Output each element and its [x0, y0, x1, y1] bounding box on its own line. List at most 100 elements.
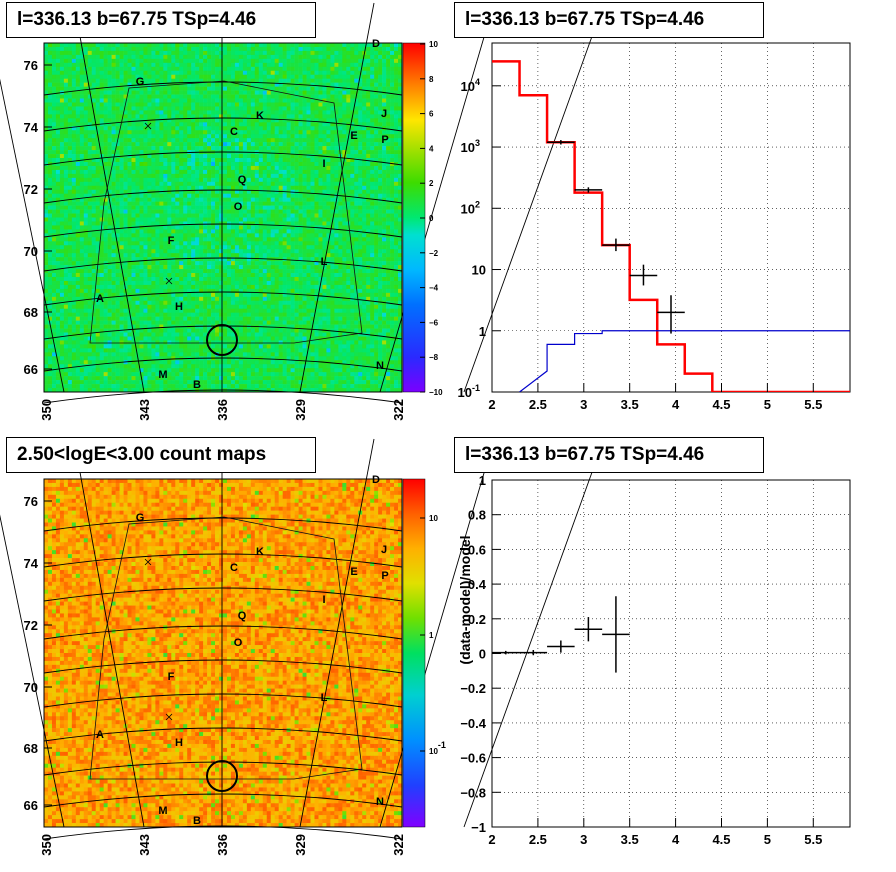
tl-pixel: [83, 43, 89, 48]
tl-pixel: [187, 185, 192, 191]
tl-pixel: [143, 221, 148, 226]
tl-pixel: [234, 257, 240, 262]
tl-pixel: [354, 154, 359, 159]
tl-pixel: [171, 154, 176, 159]
tl-pixel: [346, 189, 351, 195]
tl-pixel: [230, 94, 236, 99]
tl-pixel: [55, 185, 61, 191]
tl-pixel: [151, 98, 156, 103]
tl-pixel: [294, 154, 299, 159]
tl-pixel: [207, 102, 212, 107]
tl-pixel: [390, 221, 395, 226]
tl-pixel: [75, 150, 81, 155]
tl-pixel: [199, 161, 204, 167]
tl-pixel: [63, 142, 69, 147]
tl-pixel: [79, 241, 85, 246]
tl-pixel: [207, 165, 212, 171]
tl-pixel: [294, 233, 299, 238]
tl-pixel: [390, 181, 395, 187]
tl-pixel: [230, 46, 236, 52]
tl-pixel: [242, 106, 248, 111]
tl-pixel: [99, 86, 104, 91]
tl-pixel: [342, 197, 347, 202]
tl-pixel: [346, 142, 351, 147]
tl-pixel: [246, 62, 252, 68]
tl-pixel: [362, 98, 367, 103]
tl-pixel: [370, 114, 375, 119]
tl-pixel: [266, 90, 272, 95]
tl-pixel: [370, 181, 375, 187]
tl-pixel: [298, 173, 303, 179]
tl-pixel: [63, 86, 69, 91]
tl-pixel: [294, 245, 299, 250]
tl-pixel: [47, 130, 53, 135]
tl-pixel: [306, 46, 311, 52]
tl-pixel: [322, 138, 327, 143]
tl-pixel: [294, 43, 299, 48]
tl-pixel: [398, 138, 402, 143]
tl-pixel: [258, 110, 264, 115]
tl-pixel: [179, 114, 184, 119]
tl-pixel: [139, 102, 144, 107]
tl-pixel: [286, 249, 291, 254]
tl-pixel: [282, 185, 287, 191]
tl-pixel: [242, 173, 248, 179]
tl-pixel: [366, 150, 371, 155]
tl-pixel: [179, 118, 184, 123]
tl-pixel: [298, 146, 303, 151]
tl-pixel: [163, 134, 168, 139]
tl-pixel: [310, 185, 315, 191]
tl-pixel: [83, 110, 89, 115]
tl-pixel: [215, 98, 220, 103]
tl-pixel: [79, 245, 85, 250]
tl-pixel: [219, 229, 224, 234]
tl-pixel: [386, 58, 391, 64]
tl-pixel: [294, 86, 299, 91]
tl-pixel: [290, 114, 295, 119]
tl-pixel: [330, 241, 335, 246]
tl-pixel: [183, 134, 188, 139]
tl-pixel: [274, 158, 279, 163]
tl-pixel: [274, 126, 279, 131]
tl-pixel: [115, 70, 120, 76]
tl-pixel: [366, 134, 371, 139]
tl-pixel: [111, 161, 116, 167]
tl-pixel: [87, 78, 93, 83]
tl-pixel: [191, 245, 196, 250]
tl-pixel: [95, 233, 100, 238]
tl-pixel: [342, 161, 347, 167]
tl-pixel: [87, 221, 93, 226]
tl-pixel: [242, 169, 248, 175]
tl-pixel: [350, 62, 355, 68]
tl-pixel: [334, 245, 339, 250]
tl-pixel: [266, 142, 272, 147]
tl-pixel: [266, 50, 272, 56]
tl-pixel: [71, 257, 77, 262]
tl-pixel: [203, 102, 208, 107]
tl-pixel: [95, 165, 100, 171]
tl-pixel: [250, 213, 256, 218]
tl-pixel: [354, 221, 359, 226]
tl-pixel: [75, 78, 81, 83]
tl-pixel: [238, 197, 244, 202]
tl-pixel: [107, 122, 112, 127]
tl-pixel: [51, 229, 57, 234]
tl-pixel: [310, 237, 315, 242]
tl-pixel: [167, 209, 172, 214]
tl-pixel: [159, 62, 164, 68]
tl-pixel: [346, 209, 351, 214]
tl-pixel: [262, 50, 268, 56]
tl-pixel: [167, 154, 172, 159]
tl-pixel: [278, 54, 283, 60]
tl-pixel: [163, 102, 168, 107]
tl-pixel: [350, 201, 355, 206]
tl-pixel: [238, 221, 244, 226]
tl-pixel: [135, 158, 140, 163]
tl-pixel: [183, 161, 188, 167]
tl-pixel: [302, 102, 307, 107]
tl-pixel: [51, 66, 57, 72]
tl-pixel: [199, 253, 204, 258]
tl-pixel: [223, 185, 228, 191]
tl-pixel: [382, 209, 387, 214]
tl-pixel: [131, 185, 136, 191]
